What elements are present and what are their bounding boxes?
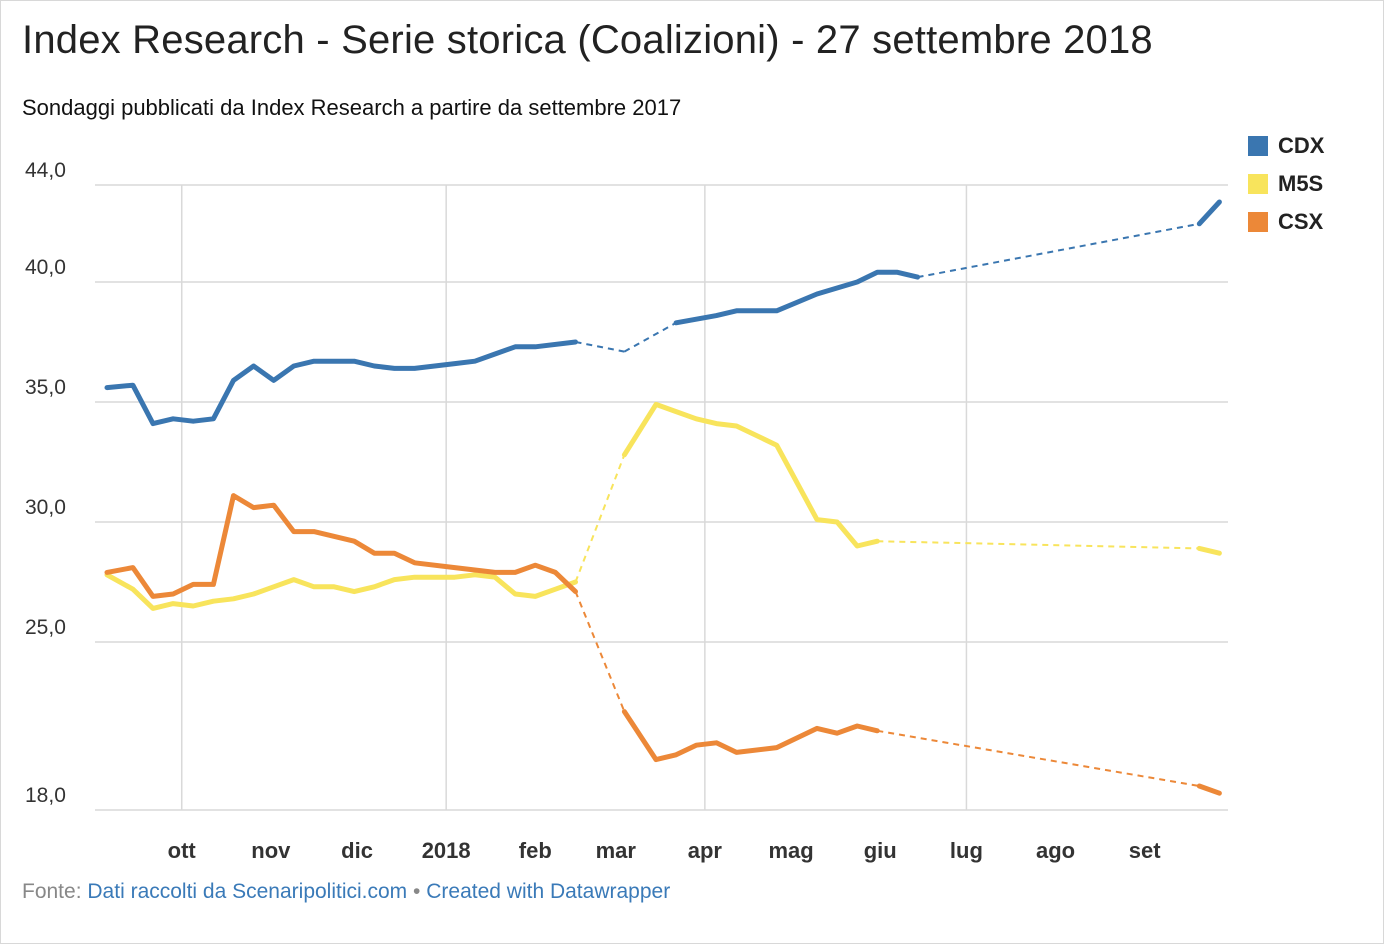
x-tick-label: giu bbox=[864, 838, 897, 863]
x-tick-label: apr bbox=[688, 838, 723, 863]
legend-swatch-cdx bbox=[1248, 136, 1268, 156]
x-tick-label: lug bbox=[950, 838, 983, 863]
datawrapper-link[interactable]: Created with Datawrapper bbox=[426, 880, 671, 903]
series-gap-cdx bbox=[575, 341, 625, 353]
chart-subtitle: Sondaggi pubblicati da Index Research a … bbox=[22, 95, 682, 120]
chart-footer: Fonte: Dati raccolti da Scenaripolitici.… bbox=[22, 880, 670, 904]
series-gap-m5s bbox=[877, 540, 1200, 550]
x-tick-label: ott bbox=[168, 838, 197, 863]
legend-label-csx: CSX bbox=[1278, 209, 1324, 234]
chart-title: Index Research - Serie storica (Coalizio… bbox=[22, 18, 1153, 62]
x-tick-label: set bbox=[1129, 838, 1161, 863]
x-tick-label: ago bbox=[1036, 838, 1075, 863]
series-line-csx bbox=[621, 709, 880, 763]
legend-item-cdx[interactable]: CDX bbox=[1248, 127, 1324, 165]
series-gap-csx bbox=[574, 591, 626, 712]
y-tick-label: 18,0 bbox=[25, 784, 66, 807]
footer-separator: • bbox=[413, 880, 421, 903]
legend-label-m5s: M5S bbox=[1278, 171, 1324, 196]
x-tick-label: 2018 bbox=[422, 838, 471, 863]
series-gap-csx bbox=[877, 729, 1200, 787]
legend-label-cdx: CDX bbox=[1278, 133, 1325, 158]
series-line-m5s bbox=[621, 401, 880, 549]
source-link[interactable]: Dati raccolti da Scenaripolitici.com bbox=[87, 880, 408, 903]
legend-item-csx[interactable]: CSX bbox=[1248, 203, 1324, 241]
x-tick-label: feb bbox=[519, 838, 552, 863]
series-line-csx bbox=[1196, 783, 1222, 796]
series-line-m5s bbox=[1196, 545, 1222, 556]
series-line-cdx bbox=[673, 269, 921, 326]
y-tick-label: 30,0 bbox=[25, 496, 66, 519]
y-tick-label: 25,0 bbox=[25, 616, 66, 639]
x-tick-label: nov bbox=[251, 838, 291, 863]
y-tick-label: 40,0 bbox=[25, 256, 66, 279]
legend-swatch-csx bbox=[1248, 212, 1268, 232]
series-gap-cdx bbox=[917, 222, 1200, 279]
footer-source-prefix: Fonte: bbox=[22, 880, 82, 903]
series-gap-m5s bbox=[574, 454, 626, 583]
series-line-cdx bbox=[1196, 199, 1222, 227]
y-tick-label: 35,0 bbox=[25, 376, 66, 399]
y-tick-label: 44,0 bbox=[25, 159, 66, 182]
x-tick-label: mar bbox=[596, 838, 637, 863]
series-line-csx bbox=[104, 493, 578, 599]
x-tick-label: mag bbox=[768, 838, 813, 863]
x-tick-label: dic bbox=[341, 838, 373, 863]
series-line-m5s bbox=[104, 572, 578, 611]
legend-swatch-m5s bbox=[1248, 174, 1268, 194]
series-line-cdx bbox=[104, 339, 578, 427]
legend-item-m5s[interactable]: M5S bbox=[1248, 165, 1324, 203]
chart-legend: CDX M5S CSX bbox=[1248, 127, 1324, 241]
series-gap-cdx bbox=[623, 321, 677, 353]
